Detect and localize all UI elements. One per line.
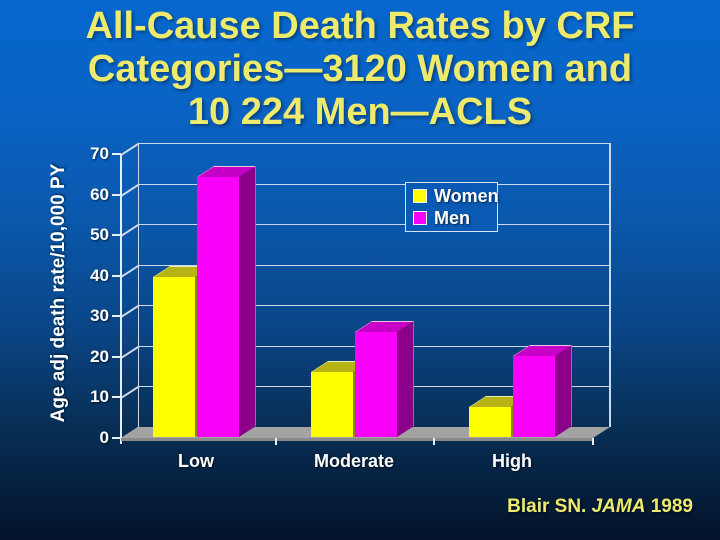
gridline	[138, 305, 610, 307]
title-line-3: 10 224 Men—ACLS	[187, 91, 533, 133]
bar-face-front	[197, 177, 239, 437]
y-tick-label-20: 20	[90, 346, 109, 366]
wall-left-edge	[138, 143, 139, 427]
bar-face-side	[555, 344, 572, 437]
y-tick	[112, 437, 121, 439]
x-tick-1	[433, 438, 435, 445]
bar-women-high	[469, 395, 528, 437]
y-tick	[112, 355, 121, 358]
legend-label-women: Women	[434, 186, 499, 206]
legend-swatch-women	[413, 189, 427, 203]
gridline	[138, 143, 610, 144]
bar-face-front	[469, 406, 511, 437]
gridline	[138, 264, 610, 266]
x-label-low: Low	[178, 451, 214, 471]
bar-men-low	[197, 166, 256, 437]
y-tick-label-30: 30	[90, 306, 109, 326]
citation-year: 1989	[645, 496, 693, 517]
y-tick-diagonal	[120, 183, 140, 196]
y-tick-diagonal	[120, 142, 140, 156]
y-axis-title: Age adj death rate/10,000 PY	[48, 163, 69, 423]
gridline	[138, 183, 610, 185]
bar-women-moderate	[311, 361, 370, 437]
bar-face-front	[311, 372, 353, 437]
axis-left	[120, 154, 122, 444]
y-tick	[112, 274, 121, 277]
y-tick-diagonal	[120, 386, 140, 399]
title-line-1: All-Cause Death Rates by CRF	[85, 5, 635, 47]
wall-right-edge	[609, 143, 611, 427]
citation: Blair SN. JAMA 1989	[507, 496, 693, 518]
bar-men-high	[513, 344, 572, 437]
y-tick	[112, 315, 121, 318]
y-tick	[112, 234, 121, 237]
bar-face-front	[513, 355, 555, 437]
legend-item-men: Men	[413, 209, 497, 227]
bar-men-moderate	[355, 320, 414, 437]
x-label-moderate: Moderate	[313, 451, 394, 471]
y-tick-label-0: 0	[99, 428, 109, 447]
y-tick	[112, 153, 121, 155]
legend-label-men: Men	[434, 208, 470, 228]
legend-item-women: Women	[413, 186, 499, 206]
y-tick-label-60: 60	[90, 184, 109, 204]
y-tick-label-40: 40	[90, 265, 109, 285]
bar-women-low	[153, 265, 212, 437]
title-line-2: Categories—3120 Women and	[87, 48, 633, 90]
y-tick-diagonal	[120, 345, 140, 359]
bar-face-front	[355, 331, 397, 437]
bar-face-front	[153, 276, 195, 437]
chart-legend: Women Men	[405, 182, 499, 232]
y-tick-diagonal	[120, 304, 140, 318]
y-tick-diagonal	[120, 223, 140, 237]
chart-floor-edge	[121, 438, 592, 441]
x-tick-0	[275, 438, 277, 445]
bar-face-side	[397, 320, 414, 437]
y-tick-label-10: 10	[90, 387, 109, 407]
y-tick	[112, 193, 121, 196]
y-tick	[112, 396, 121, 399]
x-tick-2	[592, 438, 594, 445]
gridline	[138, 224, 610, 226]
citation-author: Blair SN.	[507, 496, 592, 517]
bar-face-side	[239, 166, 256, 437]
y-tick-label-50: 50	[90, 225, 109, 245]
y-tick-diagonal	[120, 264, 140, 278]
slide-title: All-Cause Death Rates by CRF Categories—…	[0, 5, 720, 134]
y-tick-label-70: 70	[90, 144, 109, 163]
citation-journal: JAMA	[591, 496, 646, 517]
legend-swatch-men	[413, 211, 427, 225]
x-label-high: High	[492, 451, 532, 471]
